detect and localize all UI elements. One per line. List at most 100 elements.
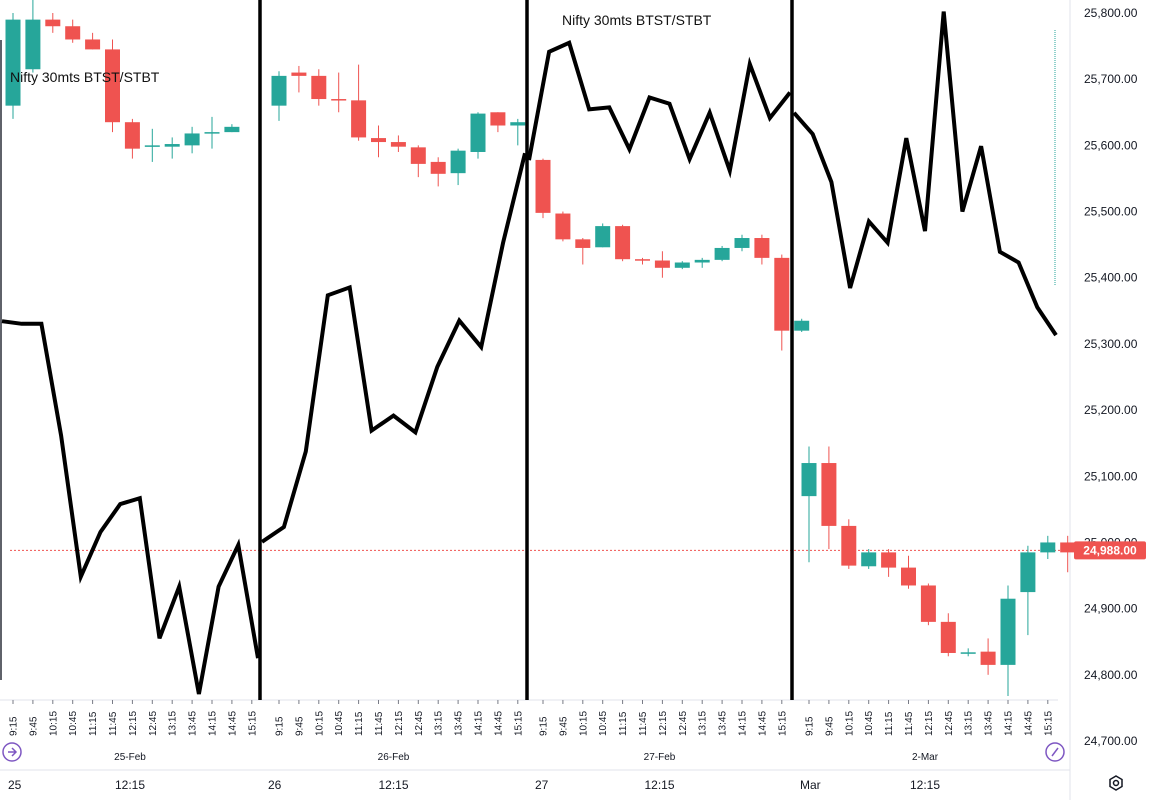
time-tick-label: 10:45: [598, 711, 609, 736]
time-tick-label: 10:15: [578, 711, 589, 736]
time-tick-label: 15:15: [247, 711, 258, 736]
candle-body: [535, 159, 551, 213]
candle-body: [881, 552, 897, 568]
candle-body: [25, 19, 41, 70]
time-tick-label: 15:15: [777, 711, 788, 736]
candle-body: [5, 19, 21, 106]
time-tick-label: 11:15: [884, 711, 895, 736]
time-tick-label: 13:45: [984, 711, 995, 736]
candle-body: [510, 122, 526, 126]
time-tick-label: 12:45: [414, 711, 425, 736]
candle-body: [774, 257, 790, 331]
time-tick-label: 9:15: [539, 716, 550, 736]
time-tick-label: 12:15: [658, 711, 669, 736]
candle-body: [184, 133, 200, 146]
candle-body: [754, 238, 770, 258]
price-axis[interactable]: 25,800.00 25,700.00 25,600.00 25,500.00 25,4…: [1084, 6, 1138, 748]
candle-body: [595, 226, 611, 248]
bottom-time-label: 12:15: [910, 778, 940, 792]
price-tick-label: 24,900.00: [1084, 602, 1138, 616]
price-tick-label: 24,700.00: [1084, 734, 1138, 748]
day-label: 27-Feb: [644, 752, 676, 763]
time-tick-label: 12:45: [148, 711, 159, 736]
candle-body: [410, 147, 426, 164]
bottom-date-label: 27: [535, 778, 549, 792]
candle-body: [45, 19, 61, 27]
candle-body: [450, 150, 466, 174]
candle-body: [291, 72, 307, 76]
price-tick-label: 25,100.00: [1084, 469, 1138, 483]
candle-body: [555, 213, 571, 240]
price-tick-label: 25,200.00: [1084, 403, 1138, 417]
candle-body: [801, 463, 817, 497]
bottom-time-label: 12:15: [115, 778, 145, 792]
time-tick-label: 9:45: [294, 716, 305, 736]
time-tick-label: 14:45: [1023, 711, 1034, 736]
time-tick-label: 9:45: [28, 716, 39, 736]
candle-body: [124, 122, 140, 149]
price-tick-label: 25,500.00: [1084, 205, 1138, 219]
candle-body: [575, 239, 591, 248]
time-tick-label: 10:15: [48, 711, 59, 736]
price-tick-label: 25,600.00: [1084, 138, 1138, 152]
scroll-left-icon[interactable]: [2, 742, 22, 762]
time-tick-label: 14:15: [1004, 711, 1015, 736]
time-tick-label: 13:15: [964, 711, 975, 736]
candle-body: [311, 75, 327, 100]
settings-icon[interactable]: [1109, 775, 1123, 791]
current-price-value: 24,988.00: [1083, 543, 1137, 557]
candle-body: [615, 226, 631, 260]
bottom-date-label: 25: [8, 778, 22, 792]
time-tick-label: 14:15: [738, 711, 749, 736]
bottom-date-label: Mar: [800, 778, 821, 792]
candle-body: [920, 585, 936, 622]
candle-body: [204, 132, 220, 134]
day-separators: [258, 0, 794, 700]
time-tick-label: 12:45: [944, 711, 955, 736]
candle-body: [714, 247, 730, 260]
candle-body: [821, 463, 837, 526]
candles-layer: [5, 0, 1076, 696]
candle-body: [85, 39, 101, 50]
candle-body: [980, 651, 996, 665]
candle-body: [271, 75, 287, 106]
time-tick-label: 11:45: [638, 711, 649, 736]
time-tick-label: 11:45: [108, 711, 119, 736]
time-tick-label: 9:15: [805, 716, 816, 736]
time-tick-label: 11:45: [904, 711, 915, 736]
price-tick-label: 25,300.00: [1084, 337, 1138, 351]
candle-body: [674, 262, 690, 268]
indicator-layer: [1, 11, 1058, 695]
time-tick-label: 12:15: [128, 711, 139, 736]
time-tick-label: 15:15: [1043, 711, 1054, 736]
scroll-right-icon[interactable]: [1045, 742, 1065, 762]
day-label: 26-Feb: [378, 752, 410, 763]
time-tick-label: 12:45: [678, 711, 689, 736]
time-tick-label: 10:15: [314, 711, 325, 736]
day-label: 25-Feb: [114, 752, 146, 763]
time-tick-label: 10:15: [844, 711, 855, 736]
time-tick-label: 11:45: [374, 711, 385, 736]
candle-body: [1000, 598, 1016, 665]
day-label: 2-Mar: [912, 752, 939, 763]
price-tick-label: 25,800.00: [1084, 6, 1138, 20]
time-tick-label: 10:45: [68, 711, 79, 736]
price-tick-label: 25,700.00: [1084, 72, 1138, 86]
candle-body: [1020, 552, 1036, 593]
candle-body: [734, 238, 750, 248]
time-tick-label: 12:15: [394, 711, 405, 736]
candle-body: [331, 99, 347, 101]
time-tick-label: 11:15: [88, 711, 99, 736]
time-tick-label: 13:15: [168, 711, 179, 736]
candle-body: [901, 567, 916, 586]
time-axis[interactable]: 9:15 9:45 10:15 10:45 11:15 11:45 12:15 12:45 13…: [8, 700, 1054, 792]
candle-body: [351, 100, 367, 138]
indicator-series: [260, 152, 527, 544]
time-tick-label: 14:15: [474, 711, 485, 736]
indicator-series: [527, 40, 792, 179]
time-tick-label: 10:45: [864, 711, 875, 736]
time-tick-label: 13:15: [434, 711, 445, 736]
candle-body: [654, 260, 670, 268]
